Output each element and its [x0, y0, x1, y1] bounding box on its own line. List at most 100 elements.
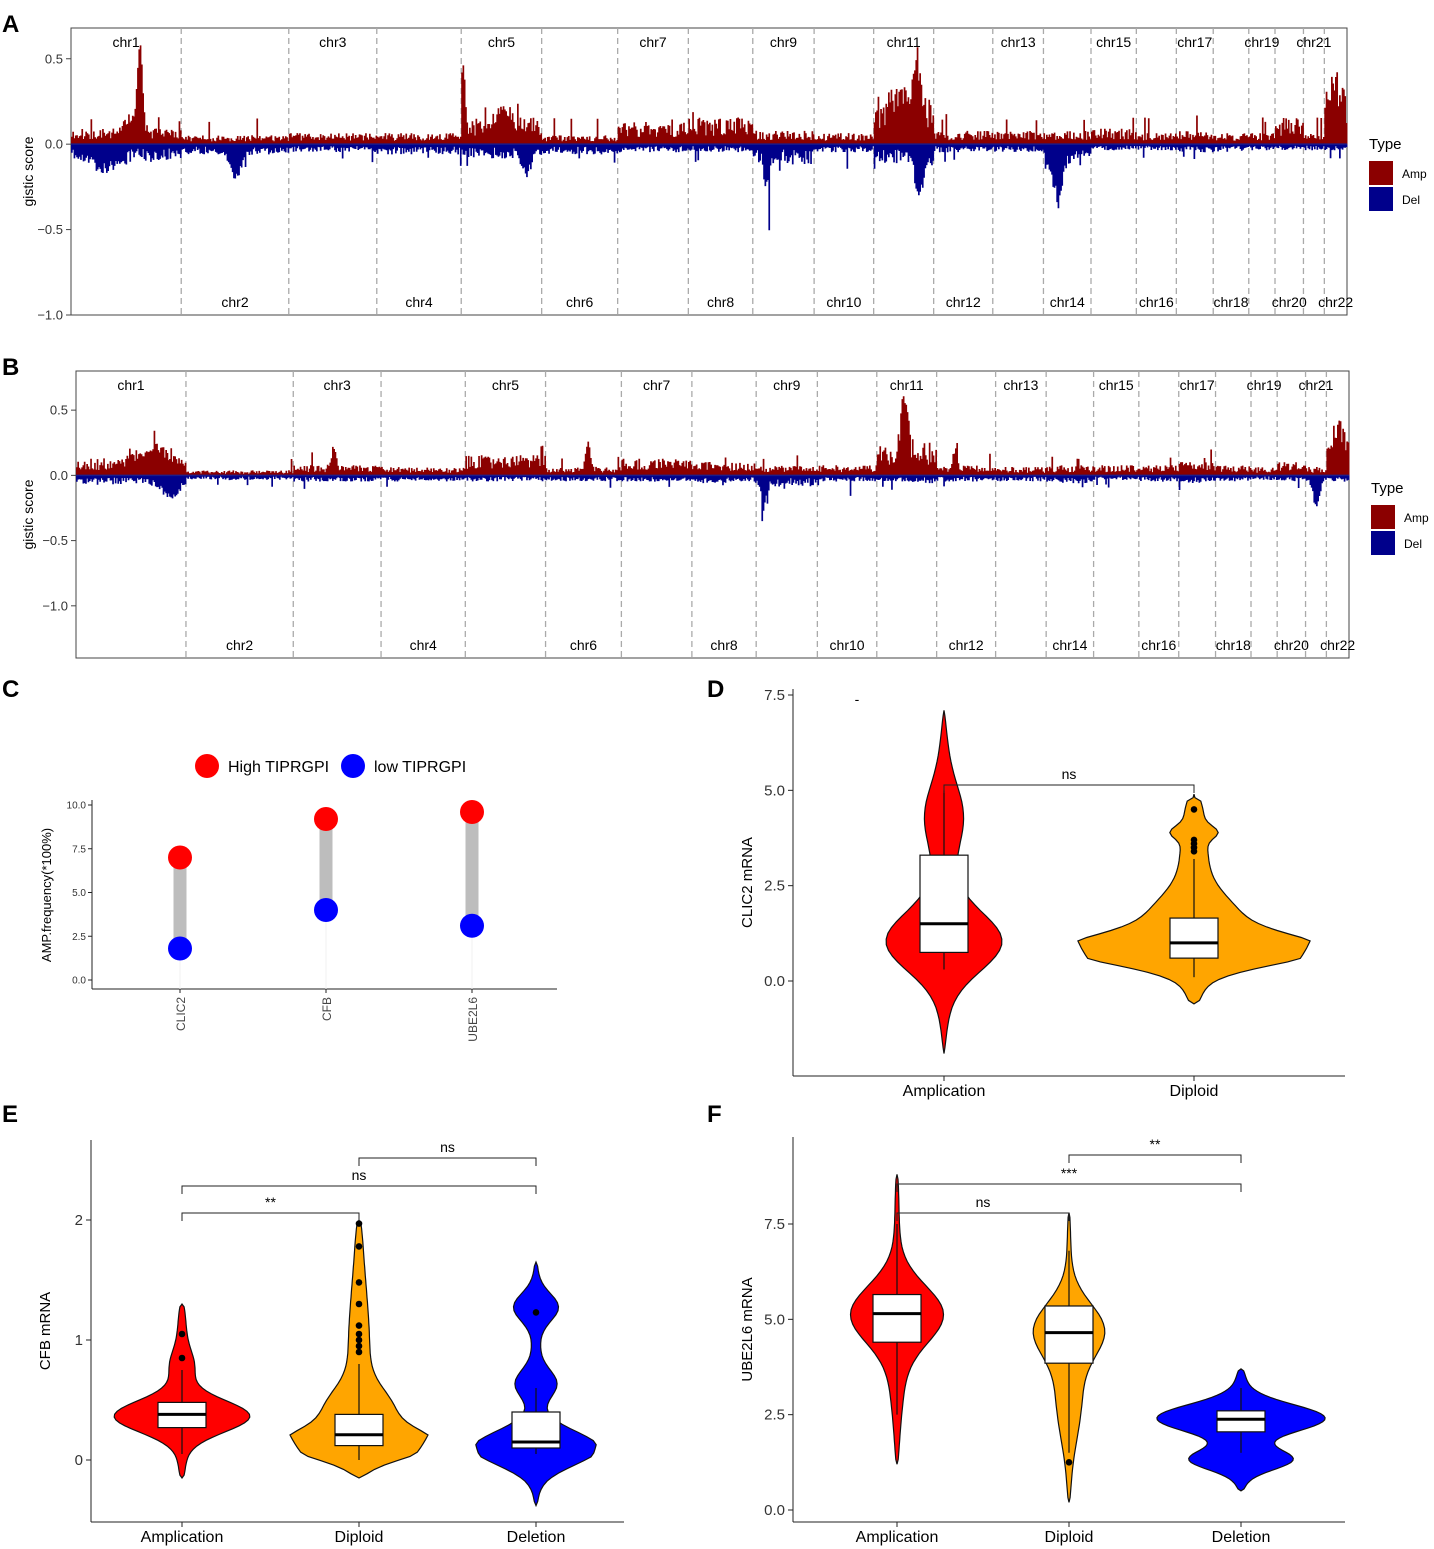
- x-tick-label: CLIC2: [174, 997, 188, 1031]
- legend-label-high: High TIPRGPI: [228, 759, 329, 776]
- chromosome-label: chr4: [410, 637, 437, 653]
- chromosome-label: chr8: [707, 294, 734, 310]
- x-tick-label: Amplication: [141, 1529, 224, 1546]
- comparison-bracket: [358, 1157, 537, 1166]
- panel-letter: F: [707, 1101, 722, 1128]
- panel-letter: D: [707, 676, 724, 703]
- y-tick-label: −1.0: [42, 598, 68, 613]
- x-tick-label: Diploid: [335, 1529, 384, 1546]
- chromosome-label: chr15: [1096, 34, 1131, 50]
- panel-b: B 0.5 0.0 −0.5 −1.0 gistic score chr1 chr2 chr3 c…: [2, 354, 1429, 659]
- chromosome-label: chr18: [1216, 637, 1251, 653]
- y-tick-label: 5.0: [764, 782, 785, 799]
- chromosome-label: chr7: [639, 34, 666, 50]
- legend-label-amp: Amp: [1402, 167, 1427, 181]
- chromosome-label: chr2: [226, 637, 253, 653]
- point-high-cfb: [314, 807, 338, 831]
- y-tick-label: −1.0: [37, 308, 63, 323]
- outlier-point: [355, 1348, 363, 1356]
- legend-label-del: Del: [1404, 537, 1422, 551]
- significance-label: ns: [976, 1194, 991, 1210]
- y-tick-label: 7.5: [72, 844, 86, 855]
- legend-swatch-del: [1371, 531, 1395, 555]
- comparison-bracket: [896, 1212, 1070, 1221]
- significance-label: ns: [440, 1139, 455, 1155]
- point-low-cfb: [314, 898, 338, 922]
- comparison-bracket: [181, 1212, 360, 1221]
- chromosome-label: chr1: [117, 377, 144, 393]
- box-diploid: [1044, 1305, 1094, 1364]
- outlier-point: [355, 1336, 363, 1344]
- chromosome-label: chr9: [770, 34, 797, 50]
- chromosome-label: chr22: [1318, 294, 1353, 310]
- panel-a: A 0.5 0.0 −0.5 −1.0 gistic score chr1 chr2 chr3 c…: [2, 11, 1427, 323]
- y-axis-label: gistic score: [20, 479, 36, 549]
- chromosome-label: chr12: [946, 294, 981, 310]
- x-tick-label: CFB: [320, 997, 334, 1021]
- legend-swatch-amp: [1369, 161, 1393, 185]
- box-diploid: [1169, 917, 1219, 959]
- panel-c: C High TIPRGPI low TIPRGPI 0.0 2.5 5.0 7.5 10.0…: [2, 676, 557, 1042]
- y-tick-label: 7.5: [764, 687, 785, 704]
- y-axis-label: AMP.frequency(*100%): [39, 828, 54, 962]
- outlier-point: [355, 1330, 363, 1338]
- y-tick-label: 0.0: [72, 976, 86, 987]
- outlier-point: [1065, 1459, 1073, 1466]
- amp-series: [76, 396, 1350, 476]
- y-tick-label: −0.5: [37, 222, 63, 237]
- y-axis-label: CFB mRNA: [37, 1292, 54, 1370]
- point-low-ube2l6: [460, 913, 484, 938]
- panel-letter: E: [2, 1101, 18, 1128]
- chromosome-label: chr8: [710, 637, 737, 653]
- panel-letter: A: [2, 11, 19, 38]
- outlier-point: [355, 1279, 363, 1286]
- del-series: [71, 144, 1348, 231]
- point-high-ube2l6: [460, 800, 484, 824]
- y-tick-label: 7.5: [764, 1216, 785, 1233]
- y-tick-label: 2.5: [764, 1407, 785, 1424]
- outlier-point: [355, 1220, 363, 1227]
- outlier-point: [355, 1300, 363, 1308]
- chromosome-label: chr15: [1099, 377, 1134, 393]
- plot-frame: [70, 27, 1348, 316]
- chromosome-label: chr6: [570, 637, 597, 653]
- y-axis-label: CLIC2 mRNA: [739, 837, 756, 928]
- chromosome-label: chr3: [324, 377, 351, 393]
- chromosome-label: chr9: [773, 377, 800, 393]
- chromosome-label: chr20: [1274, 637, 1309, 653]
- panel-letter: C: [2, 676, 19, 703]
- chromosome-label: chr19: [1247, 377, 1282, 393]
- chromosome-label: chr5: [488, 34, 515, 50]
- legend-label-amp: Amp: [1404, 511, 1429, 525]
- significance-label: ***: [1061, 1165, 1078, 1181]
- title-mark: -: [855, 691, 860, 707]
- y-tick-label: 0.5: [45, 51, 63, 66]
- box-diploid: [334, 1413, 384, 1447]
- outlier-point: [1190, 836, 1198, 844]
- y-tick-label: 0.0: [45, 137, 63, 152]
- chromosome-label: chr12: [949, 637, 984, 653]
- panel-letter: B: [2, 354, 19, 381]
- y-tick-label: −0.5: [42, 533, 68, 548]
- outlier-point: [1190, 806, 1198, 813]
- legend-swatch-del: [1369, 187, 1393, 211]
- panel-e: E 0 1 2 CFB mRNA Amplication Diploid Deletion **…: [2, 1101, 624, 1546]
- x-tick-label: Deletion: [1212, 1529, 1271, 1546]
- outlier-point: [178, 1354, 186, 1362]
- chromosome-label: chr1: [112, 34, 139, 50]
- legend-title: Type: [1371, 480, 1404, 497]
- y-tick-label: 0.0: [764, 1502, 785, 1519]
- outlier-point: [355, 1322, 363, 1329]
- significance-label: ns: [352, 1167, 367, 1183]
- y-tick-label: 5.0: [72, 888, 86, 899]
- outlier-point: [355, 1243, 363, 1250]
- chromosome-label: chr13: [1001, 34, 1036, 50]
- legend-marker-high: [195, 754, 219, 778]
- y-tick-label: 2.5: [72, 932, 86, 943]
- chromosome-label: chr17: [1180, 377, 1215, 393]
- legend-marker-low: [341, 754, 365, 778]
- comparison-bracket: [181, 1185, 537, 1194]
- panel-d: D 0.0 2.5 5.0 7.5 CLIC2 mRNA - Amplication Diplo…: [707, 676, 1345, 1100]
- x-tick-label: Amplication: [903, 1083, 986, 1100]
- chromosome-label: chr3: [319, 34, 346, 50]
